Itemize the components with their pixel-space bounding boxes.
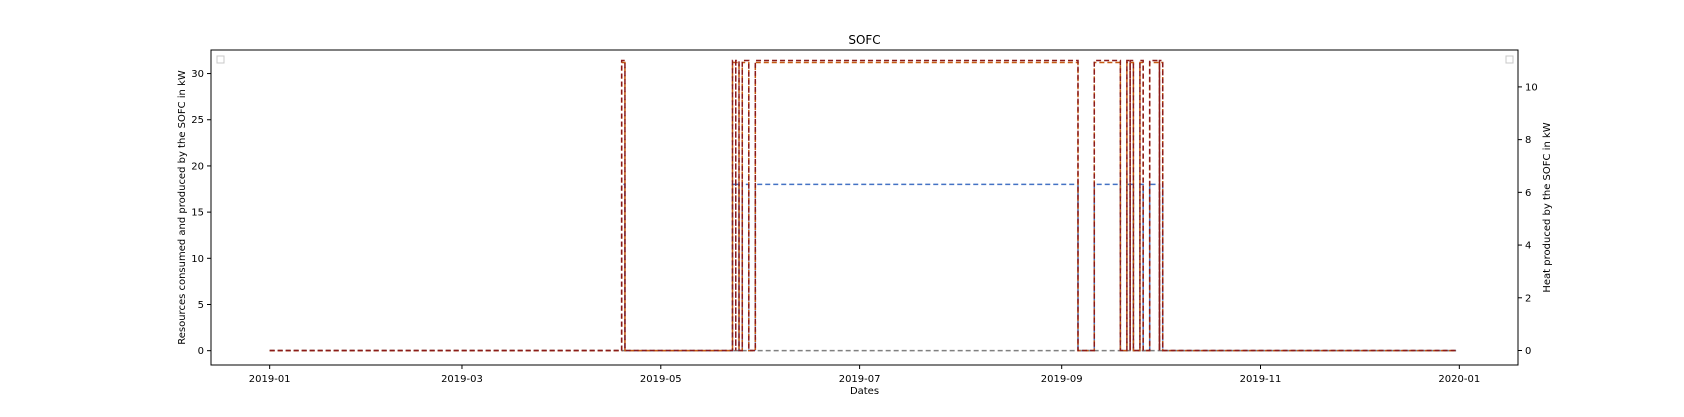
x-tick-label: 2019-05 — [640, 374, 682, 385]
series-line-4 — [269, 59, 1457, 352]
y-tick-label-right: 10 — [1525, 82, 1538, 93]
plot-frame — [210, 49, 1519, 366]
x-tick-label: 2019-09 — [1041, 374, 1083, 385]
y-tick-label-right: 4 — [1525, 241, 1531, 252]
y-tick-label-left: 30 — [191, 69, 204, 80]
y-axis-right: 0 2 4 6 8 10 — [1518, 82, 1538, 357]
y-tick-label-left: 15 — [191, 208, 204, 219]
y-tick-label-right: 8 — [1525, 135, 1531, 146]
x-tick-label: 2019-03 — [441, 374, 483, 385]
y-tick-label-right: 0 — [1525, 346, 1531, 357]
y-tick-label-left: 25 — [191, 115, 204, 126]
x-tick-label: 2020-01 — [1438, 374, 1480, 385]
y-tick-label-left: 10 — [191, 254, 204, 265]
y-tick-label-left: 20 — [191, 161, 204, 172]
x-tick-label: 2019-11 — [1240, 374, 1282, 385]
series-layer — [269, 59, 1457, 352]
y-axis-left: 0 5 10 15 20 25 30 — [191, 69, 211, 357]
y-tick-label-left: 5 — [198, 300, 204, 311]
y-axis-right-label: Heat produced by the SOFC in kW — [1542, 122, 1553, 292]
chart-title: SOFC — [848, 33, 880, 47]
legend-box-right — [1505, 55, 1514, 64]
y-tick-label-right: 6 — [1525, 188, 1531, 199]
x-axis-label: Dates — [850, 386, 879, 397]
y-tick-label-left: 0 — [198, 346, 204, 357]
x-axis: 2019-01 2019-03 2019-05 2019-07 2019-09 2019-… — [249, 365, 1480, 385]
y-tick-label-right: 2 — [1525, 293, 1531, 304]
y-axis-left-label: Resources consumed and produced by the S… — [177, 70, 188, 345]
x-tick-label: 2019-01 — [249, 374, 291, 385]
x-tick-label: 2019-07 — [839, 374, 881, 385]
legend-box-left — [216, 55, 225, 64]
